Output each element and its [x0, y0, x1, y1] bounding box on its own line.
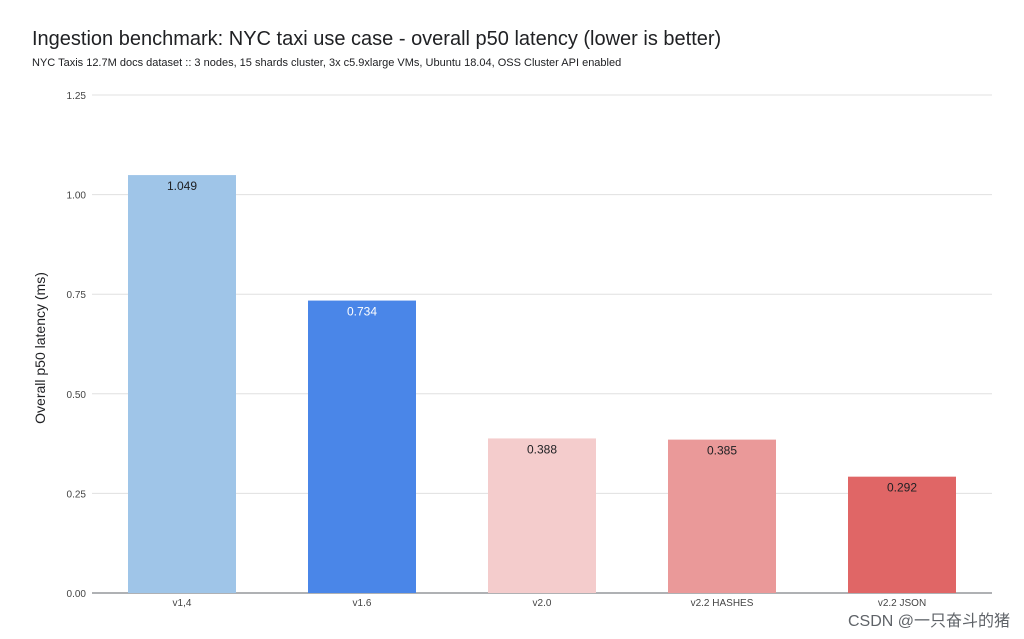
data-label: 0.385 — [707, 444, 737, 458]
bar — [488, 438, 596, 593]
bar — [848, 476, 956, 593]
y-tick-label: 1.25 — [67, 91, 87, 102]
data-label: 0.292 — [887, 481, 917, 495]
x-tick-label: v1,4 — [173, 598, 192, 609]
x-tick-label: v2.0 — [533, 598, 552, 609]
x-tick-label: v2.2 JSON — [878, 598, 926, 609]
chart-subtitle: NYC Taxis 12.7M docs dataset :: 3 nodes,… — [32, 57, 622, 69]
watermark: CSDN @一只奋斗的猪 — [847, 613, 1010, 630]
x-tick-label: v1.6 — [353, 598, 372, 609]
bar — [128, 175, 236, 593]
y-tick-label: 0.75 — [67, 290, 87, 301]
y-tick-label: 0.00 — [67, 589, 87, 600]
y-tick-label: 0.25 — [67, 489, 87, 500]
bar — [668, 439, 776, 593]
y-tick-label: 1.00 — [67, 191, 87, 202]
y-tick-label: 0.50 — [67, 390, 87, 401]
chart-title: Ingestion benchmark: NYC taxi use case -… — [32, 28, 722, 50]
x-tick-label: v2.2 HASHES — [691, 598, 754, 609]
data-label: 0.734 — [347, 305, 377, 319]
data-label: 0.388 — [527, 442, 557, 456]
bar — [308, 300, 416, 593]
data-label: 1.049 — [167, 179, 197, 193]
